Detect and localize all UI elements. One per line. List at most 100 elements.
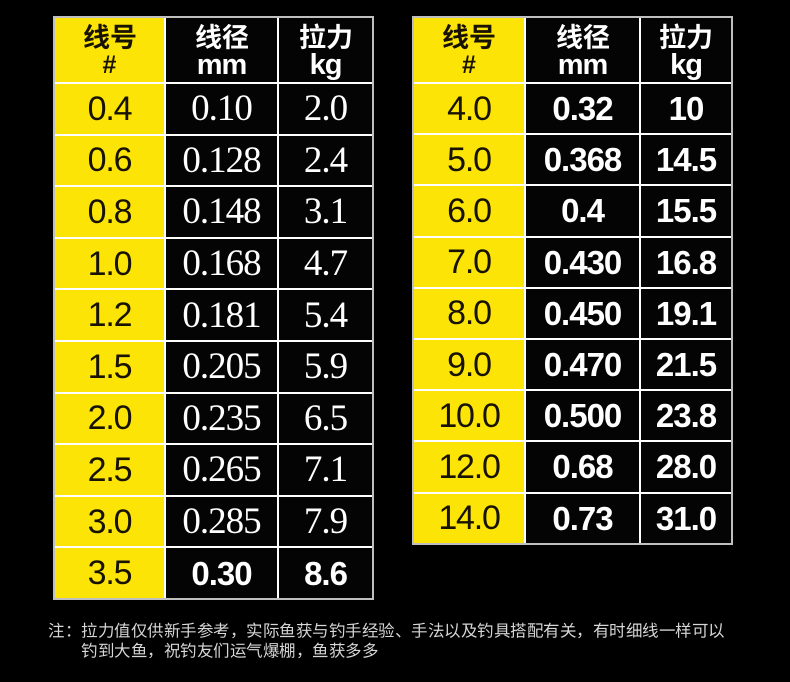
cjk-glyph (675, 622, 691, 638)
cjk-glyph (329, 642, 345, 658)
diameter-cell: 0.235 (166, 393, 277, 444)
strength-cell: 10 (641, 84, 731, 134)
cjk-glyph (98, 622, 113, 638)
line-number-cell: 14.0 (414, 493, 524, 543)
cjk-glyph (345, 622, 361, 638)
cjk-glyph (395, 632, 401, 638)
cjk-glyph (461, 623, 477, 638)
cjk-glyph (213, 642, 229, 658)
cjk-glyph (246, 642, 262, 658)
header-cell-line-number-right: # (414, 18, 524, 82)
cjk-glyph (164, 622, 180, 638)
cjk-glyph (477, 622, 493, 638)
cjk-glyph (67, 626, 70, 637)
cjk-glyph (114, 642, 130, 658)
header-unit-mm: mm (196, 49, 248, 81)
cjk-glyph (222, 23, 248, 50)
cjk-glyph (346, 642, 361, 658)
cjk-glyph (329, 622, 344, 638)
diameter-cell: 0.168 (166, 238, 277, 289)
cjk-glyph (48, 622, 64, 638)
strength-cell: 16.8 (641, 237, 731, 287)
cjk-glyph (709, 623, 724, 638)
line-number-cell: 7.0 (414, 237, 524, 287)
cjk-glyph (164, 642, 180, 658)
cjk-glyph (442, 23, 469, 50)
diameter-cell: 0.30 (166, 548, 277, 598)
cjk-glyph (470, 24, 495, 50)
cjk-glyph (510, 622, 526, 638)
cjk-glyph (98, 642, 113, 658)
header-unit-mm: mm (557, 49, 609, 81)
diameter-cell: 0.285 (166, 496, 277, 547)
footnote (48, 622, 725, 662)
cjk-glyph (578, 632, 582, 639)
strength-cell: 7.1 (279, 445, 372, 495)
cjk-glyph (180, 642, 196, 658)
diameter-cell: 0.4 (526, 186, 639, 236)
line-number-cell: 0.4 (55, 84, 164, 134)
cjk-glyph (362, 622, 378, 638)
line-number-cell: 3.0 (55, 496, 164, 547)
cjk-glyph (195, 23, 221, 50)
strength-cell: 7.9 (279, 496, 372, 547)
cjk-glyph (131, 642, 147, 658)
cjk-glyph (411, 622, 427, 638)
cjk-glyph (296, 622, 312, 638)
strength-cell: 2.0 (279, 84, 372, 134)
cjk-glyph (114, 622, 130, 638)
header-unit-hash: # (102, 51, 117, 79)
cjk-glyph (149, 652, 153, 659)
cjk-glyph (527, 623, 543, 638)
header-cell-strength-right: kg (641, 18, 731, 82)
strength-cell: 21.5 (641, 339, 731, 390)
cjk-glyph (642, 622, 658, 638)
cjk-glyph (659, 23, 686, 50)
line-number-cell: 0.8 (55, 187, 164, 237)
header-label-diameter (556, 20, 610, 53)
header-cell-diameter-left: mm (166, 18, 277, 82)
cjk-glyph (263, 642, 279, 658)
strength-cell: 28.0 (641, 442, 731, 492)
line-number-cell: 0.6 (55, 135, 164, 186)
cjk-glyph (197, 622, 213, 638)
strength-cell: 19.1 (641, 288, 731, 338)
cjk-glyph (687, 23, 711, 50)
cjk-glyph (180, 622, 196, 638)
line-number-cell: 8.0 (414, 288, 524, 338)
header-cell-line-number-left: # (55, 18, 164, 82)
diameter-cell: 0.265 (166, 445, 277, 495)
diameter-cell: 0.10 (166, 84, 277, 134)
cjk-glyph (560, 622, 576, 638)
cjk-glyph (593, 622, 608, 638)
cjk-glyph (247, 622, 262, 638)
line-number-cell: 1.5 (55, 341, 164, 392)
diameter-cell: 0.430 (526, 237, 639, 287)
header-label-strength (299, 20, 353, 53)
cjk-glyph (659, 629, 675, 631)
cjk-glyph (230, 643, 246, 658)
cjk-glyph (362, 642, 378, 658)
diameter-cell: 0.32 (526, 84, 639, 134)
strength-cell: 4.7 (279, 238, 372, 289)
footnote-line-1 (48, 622, 725, 642)
cjk-glyph (279, 622, 295, 638)
line-number-cell: 5.0 (414, 135, 524, 185)
cjk-glyph (583, 23, 609, 50)
cjk-glyph (556, 23, 582, 50)
cjk-glyph (312, 642, 328, 658)
strength-cell: 6.5 (279, 393, 372, 444)
spec-table-left: # mm kg 0.4 0.10 2.0 0.6 0.128 2.4 0.8 0.148 3.1… (53, 16, 374, 600)
cjk-glyph (297, 652, 301, 659)
strength-cell: 8.6 (279, 548, 372, 598)
diameter-cell: 0.73 (526, 493, 639, 543)
cjk-glyph (231, 632, 235, 639)
line-number-cell: 3.5 (55, 548, 164, 598)
strength-cell: 14.5 (641, 135, 731, 185)
line-number-cell: 10.0 (414, 391, 524, 441)
header-unit-hash: # (462, 51, 476, 79)
line-number-cell: 6.0 (414, 186, 524, 236)
strength-cell: 31.0 (641, 493, 731, 543)
header-unit-kg: kg (309, 49, 343, 81)
line-number-cell: 9.0 (414, 339, 524, 390)
